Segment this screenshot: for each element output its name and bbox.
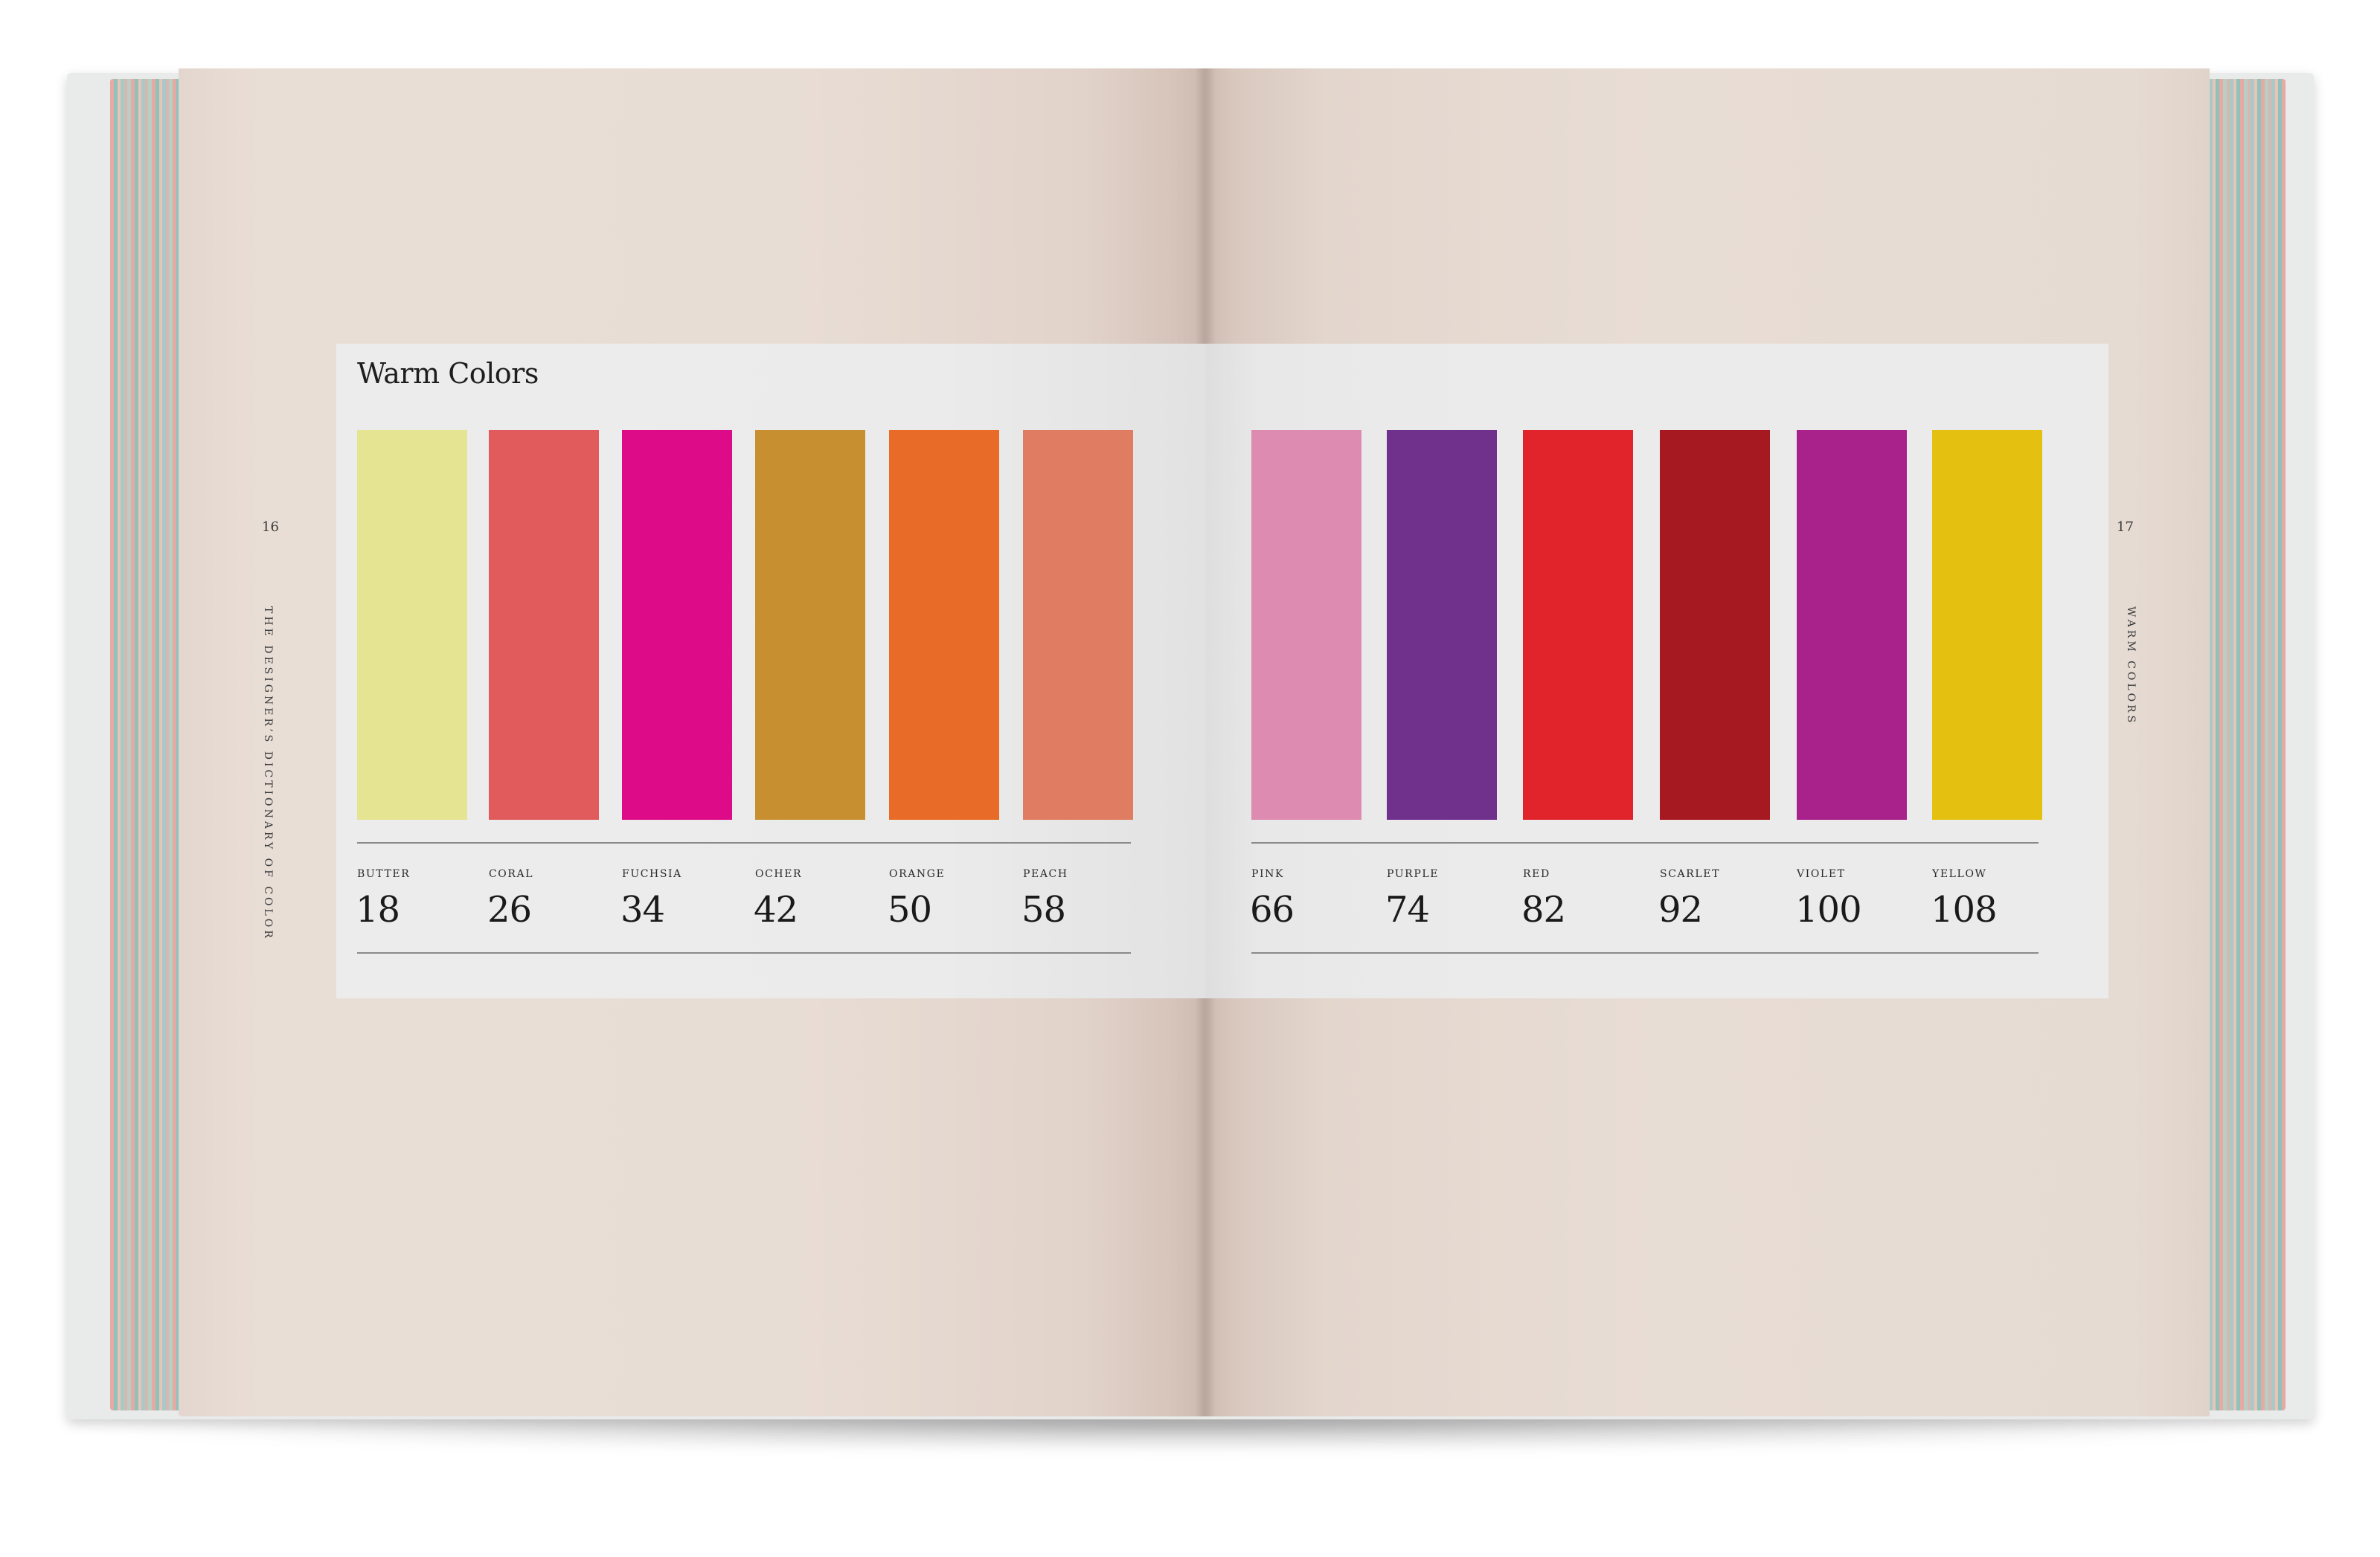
- swatch-orange: [889, 430, 999, 820]
- color-name-violet: VIOLET: [1797, 868, 1846, 880]
- rule-bottom-right: [1251, 952, 2039, 954]
- rule-bottom-left: [357, 952, 1131, 954]
- right-page-number: 17: [2117, 519, 2134, 535]
- swatch-yellow: [1932, 430, 2042, 820]
- swatch-purple: [1387, 430, 1497, 820]
- swatch-peach: [1023, 430, 1133, 820]
- color-name-ocher: OCHER: [755, 868, 803, 880]
- rule-top-right: [1251, 842, 2039, 844]
- swatch-ocher: [755, 430, 865, 820]
- swatch-coral: [489, 430, 599, 820]
- color-name-pink: PINK: [1251, 868, 1285, 880]
- swatch-fuchsia: [622, 430, 732, 820]
- page-ref-fuchsia: 34: [620, 889, 665, 931]
- page-ref-yellow: 108: [1931, 889, 1998, 931]
- swatch-violet: [1797, 430, 1907, 820]
- swatch-butter: [357, 430, 467, 820]
- page-ref-violet: 100: [1795, 889, 1862, 931]
- panel-title: Warm Colors: [357, 357, 539, 390]
- color-name-scarlet: SCARLET: [1660, 868, 1721, 880]
- page-ref-pink: 66: [1250, 889, 1295, 931]
- left-page-number: 16: [262, 519, 279, 535]
- swatch-pink: [1251, 430, 1361, 820]
- color-name-butter: BUTTER: [357, 868, 411, 880]
- color-name-peach: PEACH: [1023, 868, 1068, 880]
- swatch-red: [1523, 430, 1633, 820]
- page-ref-coral: 26: [487, 889, 532, 931]
- color-name-purple: PURPLE: [1387, 868, 1440, 880]
- color-name-yellow: YELLOW: [1932, 868, 1987, 880]
- page-ref-peach: 58: [1021, 889, 1066, 931]
- page-edges-left: [110, 79, 185, 1410]
- right-running-head: WARM COLORS: [2125, 606, 2137, 726]
- color-name-coral: CORAL: [489, 868, 534, 880]
- swatch-scarlet: [1660, 430, 1770, 820]
- rule-top-left: [357, 842, 1131, 844]
- color-name-orange: ORANGE: [889, 868, 946, 880]
- page-ref-orange: 50: [888, 889, 932, 931]
- color-name-red: RED: [1523, 868, 1550, 880]
- page-ref-ocher: 42: [754, 889, 798, 931]
- page-ref-butter: 18: [356, 889, 400, 931]
- page-edges-right: [2202, 79, 2286, 1410]
- left-running-head: THE DESIGNER’S DICTIONARY OF COLOR: [262, 606, 274, 941]
- color-name-fuchsia: FUCHSIA: [622, 868, 682, 880]
- page-ref-red: 82: [1521, 889, 1566, 931]
- page-ref-scarlet: 92: [1658, 889, 1703, 931]
- page-ref-purple: 74: [1385, 889, 1430, 931]
